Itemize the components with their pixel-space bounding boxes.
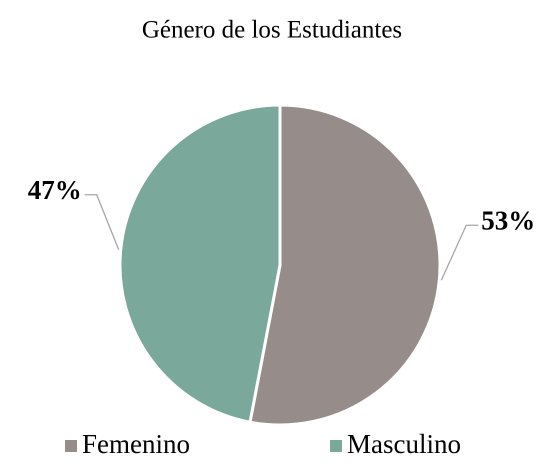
pie-slice <box>118 103 282 424</box>
leader-line <box>440 224 479 281</box>
pie-slice <box>248 103 442 427</box>
data-label: 47% <box>28 175 82 205</box>
data-label: 53% <box>481 205 535 235</box>
legend-label: Femenino <box>82 429 190 459</box>
legend-label: Masculino <box>347 429 461 459</box>
leader-line <box>84 194 120 250</box>
chart-title: Género de los Estudiantes <box>142 17 402 44</box>
legend-swatch <box>65 440 77 452</box>
legend-swatch <box>330 440 342 452</box>
